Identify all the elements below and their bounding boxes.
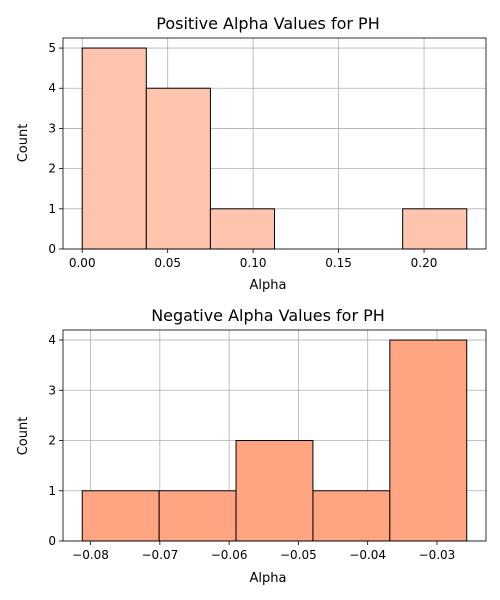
y-tick-label: 1 — [48, 202, 56, 216]
x-tick-label: −0.08 — [72, 548, 109, 562]
y-tick-label: 4 — [48, 333, 56, 347]
plot-area — [63, 38, 486, 250]
x-axis-label: Alpha — [250, 571, 287, 586]
y-axis-label: Count — [16, 417, 31, 456]
y-tick-label: 2 — [48, 434, 56, 448]
x-tick-label: 0.00 — [69, 256, 96, 270]
chart-title: Negative Alpha Values for PH — [151, 306, 385, 325]
x-axis-label: Alpha — [250, 278, 287, 293]
axes-frame — [62, 329, 487, 542]
y-tick-label: 0 — [48, 242, 56, 256]
histogram-bar — [209, 208, 275, 250]
y-tick-label: 5 — [48, 41, 56, 55]
x-tick-label: −0.07 — [141, 548, 178, 562]
histogram-bar — [312, 490, 391, 542]
y-tick-label: 4 — [48, 81, 56, 95]
x-tick-label: 0.05 — [154, 256, 181, 270]
histogram-bar — [81, 490, 160, 542]
histogram-bar — [402, 208, 468, 250]
axes-frame — [62, 37, 487, 250]
histogram-bar — [389, 339, 468, 542]
histogram-positive-alpha: Positive Alpha Values for PH Alpha Count… — [16, 14, 487, 293]
histogram-negative-alpha: Negative Alpha Values for PH Alpha Count… — [16, 306, 487, 586]
x-tick-label: 0.15 — [325, 256, 352, 270]
x-tick-label: −0.05 — [280, 548, 317, 562]
y-tick-label: 0 — [48, 534, 56, 548]
histogram-bar — [235, 440, 314, 542]
plot-area — [63, 330, 486, 542]
x-tick-label: −0.06 — [211, 548, 248, 562]
x-tick-label: 0.10 — [240, 256, 267, 270]
y-tick-label: 3 — [48, 121, 56, 135]
x-tick-label: 0.20 — [411, 256, 438, 270]
chart-title: Positive Alpha Values for PH — [156, 14, 379, 33]
histogram-bar — [145, 87, 211, 250]
histogram-bar — [81, 47, 147, 250]
x-tick-label: −0.04 — [349, 548, 386, 562]
histogram-bar — [158, 490, 237, 542]
x-tick-label: −0.03 — [419, 548, 456, 562]
y-tick-label: 2 — [48, 162, 56, 176]
y-axis-label: Count — [16, 124, 31, 163]
y-tick-label: 3 — [48, 383, 56, 397]
y-tick-label: 1 — [48, 484, 56, 498]
